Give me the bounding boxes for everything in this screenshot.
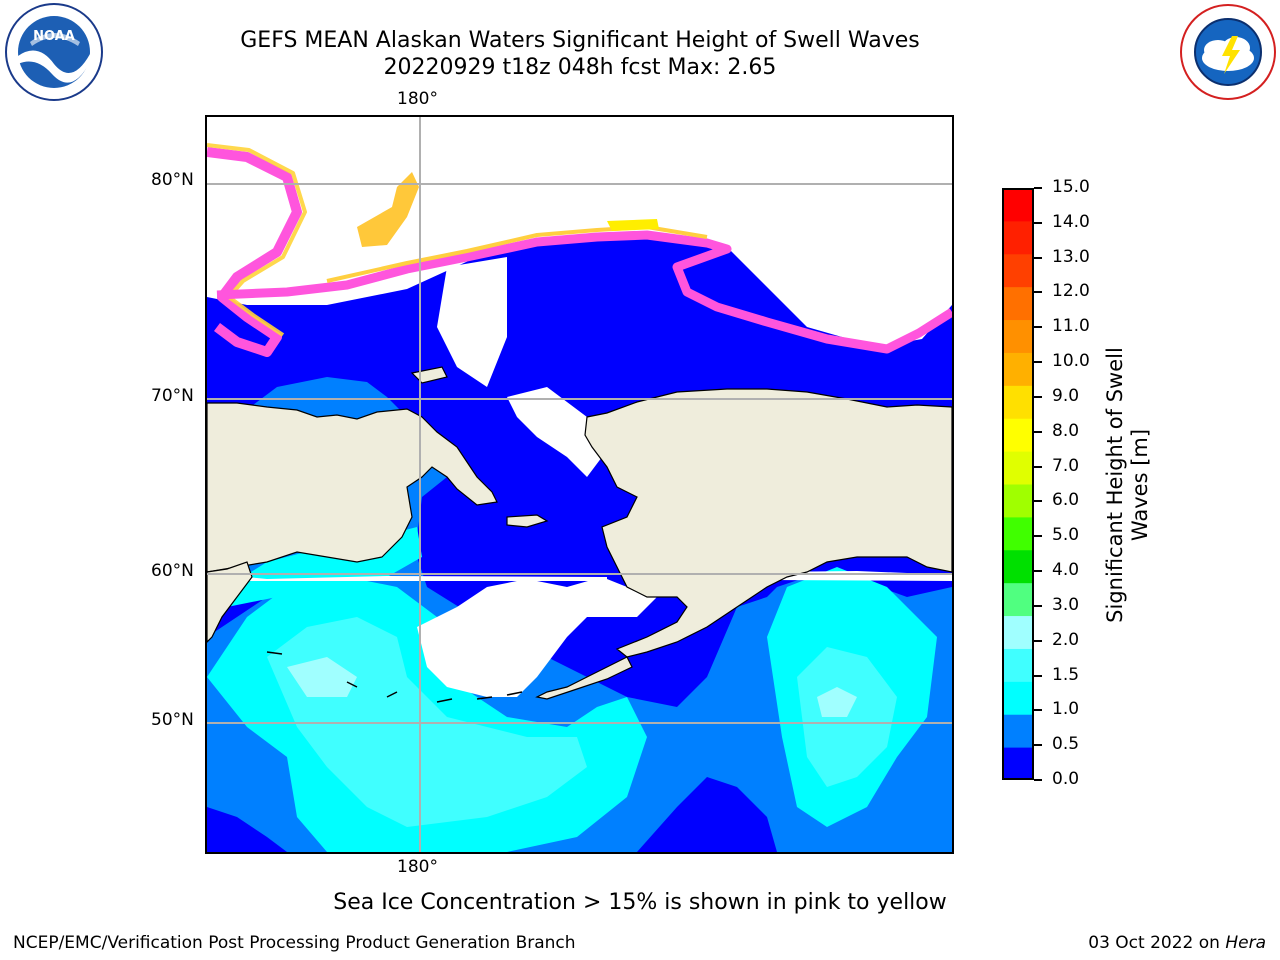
map-panel <box>205 115 954 854</box>
colorbar-segment <box>1002 747 1034 781</box>
land-st-lawrence-island <box>506 514 549 528</box>
sea-ice-edge <box>207 147 302 357</box>
colorbar-segment <box>1002 286 1034 321</box>
colorbar-tick-label: 11.0 <box>1052 316 1090 337</box>
colorbar-tick-label: 3.0 <box>1052 594 1080 615</box>
colorbar-segment <box>1002 385 1034 419</box>
colorbar-tick-label: 0.0 <box>1052 769 1080 789</box>
no-data-bering-shelf <box>417 577 657 697</box>
colorbar-tick-label: 6.0 <box>1052 490 1080 511</box>
lat-label-80n: 80°N <box>151 170 194 190</box>
land-kamchatka <box>207 561 253 643</box>
map-title: GEFS MEAN Alaskan Waters Significant Hei… <box>240 28 920 53</box>
wave-band-2.0-3.0 <box>287 657 357 697</box>
colorbar-tick-label: 14.0 <box>1052 211 1090 232</box>
land-aleutians <box>266 651 523 703</box>
wave-band-0.5-1.0-sw-hole <box>207 807 287 852</box>
colorbar-tick <box>1034 674 1042 677</box>
colorbar-tick-label: 9.0 <box>1052 385 1080 406</box>
footer-credit: NCEP/EMC/Verification Post Processing Pr… <box>13 933 576 953</box>
no-data-chukchi <box>437 257 507 387</box>
colorbar-tick <box>1034 779 1042 781</box>
colorbar-tick-label: 13.0 <box>1052 246 1090 267</box>
colorbar-tick <box>1034 570 1042 573</box>
colorbar-segment <box>1002 319 1034 353</box>
colorbar-tick <box>1034 500 1042 503</box>
colorbar-tick <box>1034 709 1042 712</box>
colorbar-segment <box>1002 681 1034 715</box>
map-subtitle: 20220929 t18z 048h fcst Max: 2.65 <box>383 55 777 80</box>
colorbar-tick <box>1034 430 1042 433</box>
colorbar-tick-label: 15.0 <box>1052 177 1090 197</box>
colorbar-tick <box>1034 326 1042 329</box>
colorbar-tick <box>1034 604 1042 607</box>
colorbar-tick <box>1034 639 1042 642</box>
footer-date-text: 03 Oct 2022 on <box>1088 933 1226 953</box>
colorbar-tick-label: 4.0 <box>1052 560 1080 581</box>
colorbar-title: Significant Height of Swell Waves [m] <box>1103 347 1152 623</box>
colorbar-tick <box>1034 744 1042 747</box>
lat-label-70n: 70°N <box>151 386 194 406</box>
no-data-bering-strip <box>207 573 607 581</box>
colorbar-segment <box>1002 484 1034 518</box>
colorbar-tick-label: 2.0 <box>1052 629 1080 650</box>
colorbar-tick-label: 1.5 <box>1052 664 1080 685</box>
land-alaska-peninsula <box>535 656 633 700</box>
noaa-logo-text: NOAA <box>33 29 75 44</box>
sea-ice-edge-yellow <box>207 143 307 337</box>
land-siberia <box>207 402 498 573</box>
sea-ice-note: Sea Ice Concentration > 15% is shown in … <box>333 890 947 915</box>
colorbar-segment <box>1002 352 1034 386</box>
colorbar-tick <box>1034 361 1042 364</box>
colorbar-segment <box>1002 615 1034 649</box>
colorbar-tick <box>1034 535 1042 538</box>
colorbar-tick <box>1034 395 1042 398</box>
lon-label-bottom: 180° <box>397 857 438 877</box>
colorbar <box>1002 188 1034 781</box>
colorbar-segment <box>1002 253 1034 288</box>
sea-ice-patch-2 <box>607 219 659 231</box>
colorbar-segment <box>1002 220 1034 255</box>
footer-host: Hera <box>1225 933 1266 953</box>
colorbar-segment <box>1002 648 1034 682</box>
colorbar-segment <box>1002 451 1034 485</box>
colorbar-segment <box>1002 582 1034 617</box>
colorbar-tick <box>1034 256 1042 259</box>
no-data-norton <box>507 387 602 477</box>
nws-logo <box>1178 2 1278 102</box>
colorbar-tick-label: 5.0 <box>1052 525 1080 546</box>
land-alaska <box>584 388 952 658</box>
colorbar-segment <box>1002 714 1034 748</box>
lat-label-60n: 60°N <box>151 561 194 581</box>
noaa-logo: NOAA <box>2 2 106 102</box>
colorbar-tick-label: 7.0 <box>1052 455 1080 476</box>
colorbar-tick <box>1034 221 1042 224</box>
colorbar-tick-label: 10.0 <box>1052 351 1090 372</box>
graticule <box>207 117 952 852</box>
colorbar-segment <box>1002 549 1034 584</box>
sea-ice-edge-north <box>216 230 952 354</box>
lon-label-top: 180° <box>397 89 438 109</box>
colorbar-tick-label: 8.0 <box>1052 420 1080 441</box>
colorbar-border <box>1002 188 1034 780</box>
colorbar-tick <box>1034 187 1042 189</box>
colorbar-tick-label: 12.0 <box>1052 281 1090 302</box>
colorbar-tick <box>1034 465 1042 468</box>
sea-ice-patch <box>357 172 419 247</box>
colorbar-segment <box>1002 516 1034 551</box>
colorbar-segment <box>1002 418 1034 452</box>
no-data-polynya <box>207 177 267 257</box>
footer-date: 03 Oct 2022 on Hera <box>1088 933 1266 953</box>
colorbar-scale <box>1002 188 1034 781</box>
colorbar-tick <box>1034 291 1042 294</box>
colorbar-segment <box>1002 188 1034 222</box>
wave-band-0.5-1.0-south-hole <box>637 777 777 852</box>
colorbar-tick-label: 1.0 <box>1052 699 1080 720</box>
wave-band-2.0-3.0-gulf <box>817 687 857 717</box>
swell-height-map <box>207 117 952 852</box>
lat-label-50n: 50°N <box>151 710 194 730</box>
colorbar-tick-label: 0.5 <box>1052 734 1080 755</box>
